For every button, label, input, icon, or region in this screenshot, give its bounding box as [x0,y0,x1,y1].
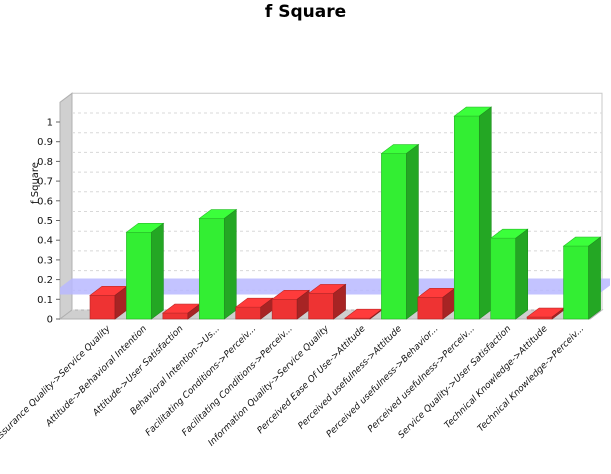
bar [234,297,274,320]
bar-side [478,106,492,320]
bar [307,283,347,320]
y-tick-labels: 0 0.1 0.2 0.3 0.4 0.5 0.6 0.7 0.8 0.9 1 [37,118,53,326]
bar-front [271,298,298,320]
y-tick-label: 0.6 [37,196,53,207]
x-tick-labels: Assurance Quality->Service QualityAttitu… [0,324,586,449]
y-tick-label: 0 [47,315,53,326]
bar [125,222,165,320]
y-tick-label: 1 [47,118,53,129]
bar-front [235,306,262,320]
y-tick-label: 0.1 [37,295,53,306]
y-tick-label: 0.5 [37,216,53,227]
bar [161,303,201,320]
y-tick-label: 0.2 [37,275,53,286]
bar-side [333,283,346,320]
bar-front [453,115,480,320]
bar-front [162,312,189,320]
x-tick-label: Assurance Quality->Service Quality [0,324,113,446]
chart-title: f Square [264,2,347,22]
bar-side [515,228,529,320]
bar-front [126,232,152,320]
bar [489,228,529,320]
bar-front [89,295,116,320]
bar-front [198,218,225,320]
bar-front [563,245,589,320]
bar [89,285,128,320]
y-tick-label: 0.9 [37,137,53,148]
bar [453,106,493,320]
bar [562,236,602,320]
bar-front [381,153,407,320]
y-tick-label: 0.7 [37,177,53,188]
bar-front [417,297,444,320]
bar-front [490,237,517,320]
bar-side [151,222,164,320]
bar [416,287,456,320]
bar [198,208,238,320]
bar [380,143,420,320]
bar-side [588,236,601,320]
bar-side [406,143,419,320]
y-axis-label: f Square [30,162,41,204]
bar-side [223,208,237,320]
bars [89,106,602,320]
y-tick-label: 0.4 [37,236,53,247]
bar [271,289,311,320]
y-tick-label: 0.3 [37,255,53,266]
bar-front [308,293,334,320]
y-tick-label: 0.8 [37,157,53,168]
